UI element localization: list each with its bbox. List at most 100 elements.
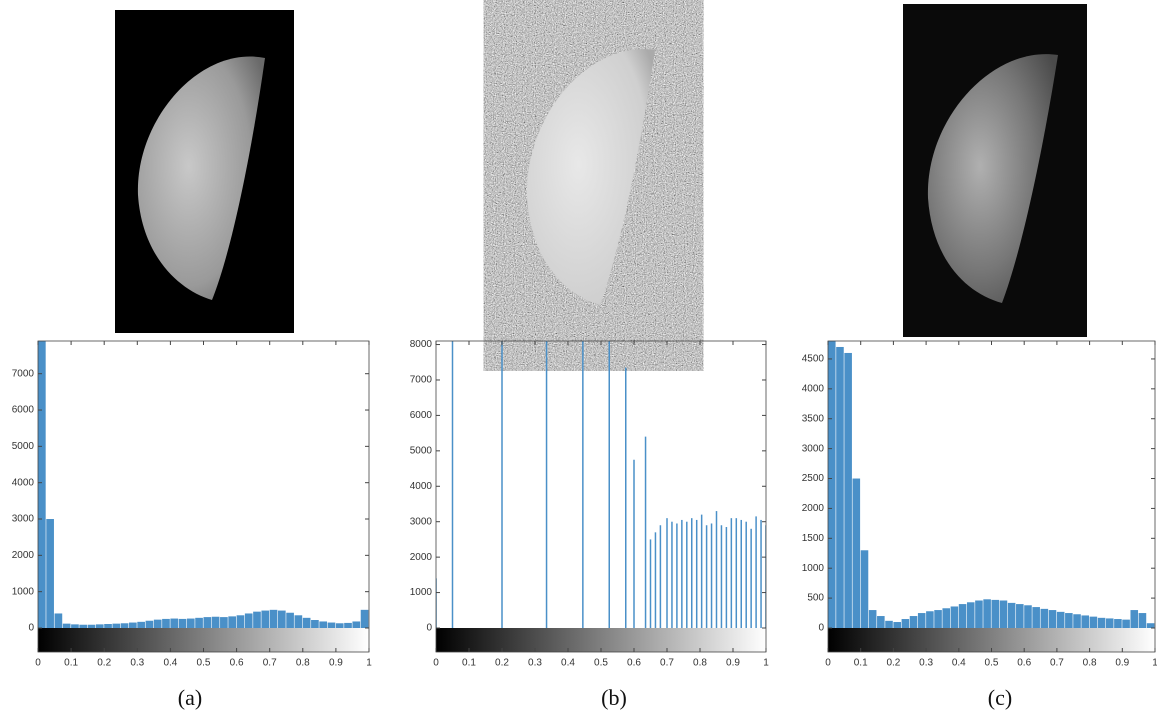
bar — [327, 622, 336, 628]
bar — [901, 619, 910, 628]
y-tick-label: 7000 — [410, 375, 433, 386]
bar — [1138, 613, 1147, 628]
bar — [852, 478, 861, 628]
bar — [253, 611, 261, 628]
marks — [436, 341, 766, 628]
x-tick-label: 1 — [763, 658, 769, 669]
bar — [104, 624, 112, 628]
y-tick-label: 2000 — [410, 552, 433, 563]
bar — [294, 615, 303, 628]
bar — [1016, 604, 1024, 628]
bar — [335, 623, 344, 628]
bar — [966, 602, 975, 628]
caption: (c) — [988, 685, 1012, 710]
bar — [909, 616, 918, 628]
bar — [1056, 611, 1065, 628]
bar — [112, 623, 121, 628]
bar — [1105, 618, 1114, 628]
y-tick-label: 4000 — [802, 383, 825, 394]
bar — [186, 618, 195, 628]
bar — [1065, 613, 1073, 628]
x-tick-label: 0.4 — [952, 658, 966, 669]
bar — [975, 600, 983, 628]
bar — [1081, 615, 1089, 628]
x-tick-label: 0.1 — [64, 658, 78, 669]
y-tick-label: 7000 — [12, 368, 35, 379]
bar — [261, 610, 270, 628]
bar — [1114, 619, 1122, 628]
x-tick-label: 0.5 — [197, 658, 211, 669]
bar — [277, 610, 286, 628]
y-tick-label: 2500 — [802, 473, 825, 484]
bar — [352, 621, 361, 628]
y-tick-label: 5000 — [12, 441, 35, 452]
bar — [917, 613, 926, 628]
bar — [1007, 602, 1016, 628]
y-tick-label: 1000 — [12, 586, 35, 597]
bar — [893, 622, 901, 628]
bar — [153, 619, 162, 628]
x-tick-label: 0.8 — [1083, 658, 1097, 669]
x-tick-label: 0.8 — [693, 658, 707, 669]
bar — [95, 624, 104, 628]
bar — [203, 617, 212, 628]
bar — [999, 600, 1008, 628]
bar — [344, 622, 352, 628]
x-tick-label: 0.2 — [886, 658, 900, 669]
bar — [1024, 605, 1032, 628]
x-tick-label: 0 — [35, 658, 41, 669]
bar — [220, 617, 228, 628]
x-tick-label: 0.9 — [1115, 658, 1129, 669]
x-tick-label: 0.5 — [594, 658, 608, 669]
x-tick-label: 0.9 — [726, 658, 740, 669]
bar — [244, 613, 253, 628]
y-tick-label: 500 — [807, 593, 824, 604]
bar — [360, 609, 369, 628]
bar — [1130, 610, 1139, 628]
bar — [38, 341, 46, 628]
x-tick-label: 1 — [366, 658, 372, 669]
x-tick-label: 0 — [825, 658, 831, 669]
marks — [38, 341, 369, 628]
x-tick-label: 0 — [433, 658, 439, 669]
bar — [46, 519, 54, 628]
bar — [120, 623, 129, 628]
axes-box — [37, 340, 370, 653]
bar — [926, 611, 934, 628]
x-tick-label: 0.7 — [1050, 658, 1064, 669]
bar — [129, 622, 137, 628]
bar — [828, 341, 836, 628]
bar — [1097, 617, 1106, 628]
bar — [178, 618, 187, 628]
x-tick-label: 0.6 — [627, 658, 641, 669]
chart-panel: 0 1000 2000 3000 4000 5000 6000 7000 8000 0 0.1 0.2… — [410, 339, 769, 710]
y-tick-label: 3500 — [802, 413, 825, 424]
x-tick-label: 0.8 — [296, 658, 310, 669]
bar — [302, 617, 311, 628]
bar — [311, 620, 319, 628]
y-tick-label: 5000 — [410, 445, 433, 456]
bar — [286, 612, 294, 628]
bar — [983, 599, 991, 628]
bar — [1040, 608, 1049, 628]
y-tick-label: 1500 — [802, 533, 825, 544]
bar — [170, 618, 179, 628]
x-tick-label: 0.2 — [97, 658, 111, 669]
bar — [885, 620, 893, 628]
x-tick-label: 0.2 — [495, 658, 509, 669]
bar — [1146, 623, 1155, 628]
bar — [236, 615, 245, 628]
image-c — [903, 4, 1087, 337]
x-tick-label: 0.3 — [919, 658, 933, 669]
bar — [1122, 619, 1130, 628]
x-tick-label: 0.5 — [985, 658, 999, 669]
y-tick-label: 6000 — [410, 410, 433, 421]
x-tick-label: 0.1 — [462, 658, 476, 669]
bar — [1073, 614, 1081, 628]
x-tick-label: 0.1 — [854, 658, 868, 669]
bar — [87, 624, 96, 628]
bar — [860, 550, 869, 628]
y-tick-label: 4000 — [12, 477, 35, 488]
y-tick-label: 3000 — [802, 443, 825, 454]
bar — [145, 620, 154, 628]
